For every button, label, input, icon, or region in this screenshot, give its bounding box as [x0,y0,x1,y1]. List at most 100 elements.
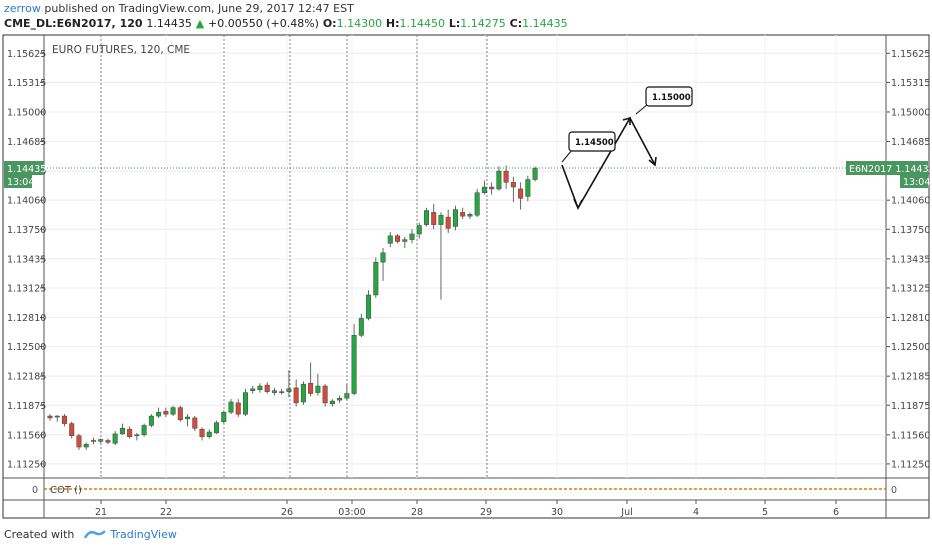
candle-body [329,400,335,405]
candle [206,429,212,439]
candle-body [141,425,147,436]
y-tick-label-right: 1.14685 [891,137,930,148]
projection-arrow-down-icon [573,198,583,210]
time-tag-right-text: 13:04 [903,177,930,188]
y-tick-label-right: 1.15625 [891,49,930,60]
candle [445,209,451,234]
candle-body [452,209,458,227]
y-tick-label-left: 1.12185 [7,372,46,383]
y-tick-label-right: 1.11250 [891,459,930,470]
y-tick-label-left: 1.13435 [7,254,46,265]
author-link[interactable]: zerrow [4,2,41,15]
candle [452,205,458,231]
x-tick-label: 22 [160,507,172,518]
time-tag-left [4,175,32,188]
candle [322,384,328,407]
x-tick-label: 29 [480,507,492,518]
candle-body [409,233,415,240]
candle-body [373,261,379,296]
y-tick-label-left: 1.15625 [7,49,46,60]
candle [47,414,53,421]
candlestick-series [47,165,538,450]
candle [264,382,270,394]
price-chart[interactable]: 1.156251.153151.150001.146851.143701.140… [0,0,932,525]
candle-body [380,252,386,263]
candle [358,313,364,338]
projection-path[interactable] [561,116,656,210]
candle-body [431,212,437,225]
chart-legend[interactable]: EURO FUTURES, 120, CME [52,44,190,56]
price-axis-right[interactable]: 1.156251.153151.150001.146851.143701.140… [886,49,930,471]
candle [489,182,495,195]
candle [518,182,524,210]
tradingview-logo-icon[interactable] [84,529,107,541]
candle [69,421,75,439]
candle-body [83,443,89,448]
y-tick-label-right: 1.12810 [891,313,930,324]
candle-body [532,168,538,180]
candle-body [293,387,299,404]
callout-box-2[interactable] [645,86,693,107]
candle-body [387,235,393,244]
candle [423,207,429,227]
candle [467,212,473,219]
candle [510,176,516,203]
y-tick-label-left: 1.15000 [7,107,46,118]
candle-body [460,212,466,217]
candle [199,427,205,441]
cot-value-right: 0 [891,485,897,496]
candle [83,442,89,450]
candle [279,388,285,395]
candle-body [177,407,183,421]
candle-body [402,239,408,242]
candle [61,414,67,427]
cot-label[interactable]: COT () [50,485,82,496]
candle [112,431,118,446]
candle [416,222,422,239]
candle-body [163,411,169,415]
x-tick-label: 03:00 [338,507,365,518]
candle-body [496,170,502,190]
candle-body [127,428,133,437]
candle-body [286,388,292,392]
y-tick-label-right: 1.14060 [891,196,930,207]
time-axis[interactable]: 21 22 26 03:00 28 29 30 Jul 4 5 6 [95,500,839,518]
candle [271,387,277,396]
candle-body [264,384,270,392]
y-tick-label-right: 1.12185 [891,372,930,383]
price-change: +0.00550 (+0.48%) [208,17,319,30]
candle [532,166,538,182]
candle [503,165,509,189]
candle [438,212,444,300]
candle-body [134,434,140,437]
x-tick-label: Jul [620,507,632,518]
callout-text-2: 1.15000 [652,93,691,103]
candle-body [61,415,67,424]
y-tick-label-right: 1.11560 [891,430,930,441]
tradingview-link[interactable]: TradingView [110,528,177,541]
candle-body [98,439,104,442]
candle-body [119,428,125,435]
candle [127,426,133,439]
candle-body [315,385,321,393]
candle-body [257,385,263,391]
callout-box-1[interactable] [568,131,616,152]
projection-arrow-up-icon [622,116,631,125]
price-axis-left[interactable]: 1.156251.153151.150001.146851.143701.140… [7,49,46,471]
candle [163,407,169,417]
symbol-name[interactable]: CME_DL:E6N2017, 120 [4,17,143,30]
candle [481,180,487,195]
low-label: L: [448,17,461,30]
candle [525,175,531,202]
candle [54,415,60,422]
close-label: C: [509,17,523,30]
y-tick-label-left: 1.14685 [7,137,46,148]
candle [242,388,248,417]
candle [496,166,502,191]
candle [90,437,96,445]
candle [221,410,227,424]
candle [460,207,466,219]
cot-value-left: 0 [32,485,38,496]
candle-body [351,335,357,394]
publish-info: zerrow published on TradingView.com, Jun… [4,2,354,15]
